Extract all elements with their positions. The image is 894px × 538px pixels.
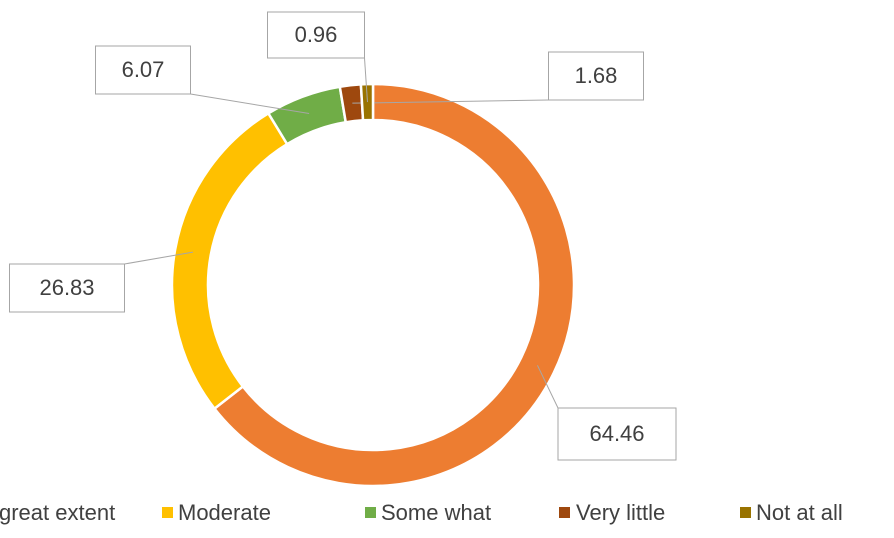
data-label-box bbox=[548, 51, 644, 101]
legend-swatch bbox=[365, 507, 376, 518]
leader-line bbox=[352, 99, 549, 104]
legend-label: Very little bbox=[576, 500, 665, 525]
data-label-box bbox=[267, 11, 365, 59]
legend-label: Some what bbox=[381, 500, 491, 525]
legend-label: great extent bbox=[0, 500, 115, 525]
data-label: 0.96 bbox=[295, 22, 338, 47]
legend-swatch bbox=[162, 507, 173, 518]
data-label-box bbox=[557, 407, 677, 461]
leader-line bbox=[124, 251, 194, 265]
leader-line bbox=[364, 57, 368, 103]
data-label: 1.68 bbox=[575, 63, 618, 88]
donut-slice bbox=[359, 82, 375, 122]
legend-swatch bbox=[740, 507, 751, 518]
data-label-box bbox=[95, 45, 191, 95]
donut-slice bbox=[212, 82, 576, 488]
legend-label: Not at all bbox=[756, 500, 843, 525]
legend-swatch bbox=[559, 507, 570, 518]
leader-line bbox=[190, 93, 310, 115]
leader-line bbox=[536, 365, 559, 409]
legend-label: Moderate bbox=[178, 500, 271, 525]
data-label: 64.46 bbox=[589, 421, 644, 446]
data-label: 26.83 bbox=[39, 275, 94, 300]
data-label: 6.07 bbox=[122, 57, 165, 82]
donut-slice bbox=[170, 111, 289, 411]
data-label-box bbox=[9, 263, 125, 313]
